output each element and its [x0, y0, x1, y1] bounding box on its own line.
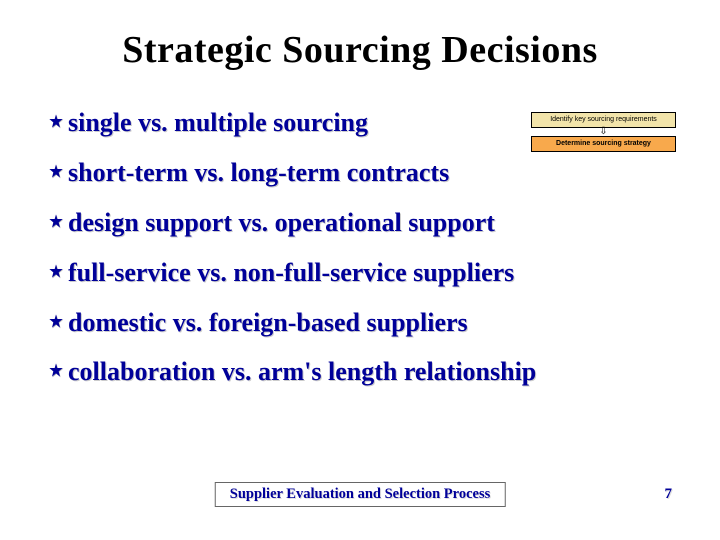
star-icon	[48, 258, 68, 279]
star-icon	[48, 357, 68, 378]
slide: Strategic Sourcing Decisions Identify ke…	[0, 0, 720, 540]
list-item: short-term vs. long-term contracts	[48, 158, 672, 188]
diagram-box-bottom: Determine sourcing strategy	[531, 136, 676, 152]
star-icon	[48, 158, 68, 179]
star-icon	[48, 208, 68, 229]
list-item: full-service vs. non-full-service suppli…	[48, 258, 672, 288]
mini-process-diagram: Identify key sourcing requirements ⇩ Det…	[531, 112, 676, 152]
star-icon	[48, 108, 68, 129]
slide-title: Strategic Sourcing Decisions	[48, 28, 672, 72]
bullet-text: domestic vs. foreign-based suppliers	[68, 308, 468, 338]
list-item: design support vs. operational support	[48, 208, 672, 238]
bullet-text: design support vs. operational support	[68, 208, 495, 238]
list-item: collaboration vs. arm's length relations…	[48, 357, 672, 387]
bullet-text: full-service vs. non-full-service suppli…	[68, 258, 514, 288]
slide-footer: Supplier Evaluation and Selection Proces…	[0, 482, 720, 510]
list-item: domestic vs. foreign-based suppliers	[48, 308, 672, 338]
arrow-down-icon: ⇩	[531, 128, 676, 136]
star-icon	[48, 308, 68, 329]
bullet-text: short-term vs. long-term contracts	[68, 158, 449, 188]
bullet-text: collaboration vs. arm's length relations…	[68, 357, 536, 387]
page-number: 7	[665, 486, 673, 503]
footer-label: Supplier Evaluation and Selection Proces…	[215, 482, 506, 507]
bullet-text: single vs. multiple sourcing	[68, 108, 368, 138]
